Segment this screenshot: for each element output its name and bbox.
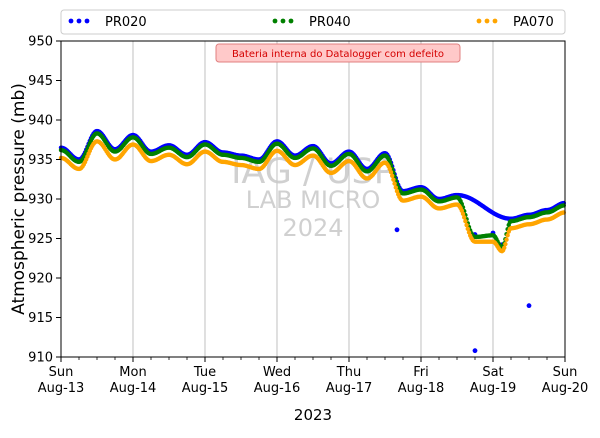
annotation-box [215, 43, 461, 63]
data-point [460, 211, 466, 217]
data-point [463, 218, 468, 224]
data-point [391, 177, 396, 182]
y-tick-label: 930 [28, 193, 53, 208]
y-tick-label: 945 [28, 74, 53, 89]
data-point [392, 181, 397, 186]
y-tick-label: 910 [28, 351, 53, 366]
grid-layer [132, 41, 494, 357]
data-point [388, 169, 394, 175]
y-axis: 910 915 920 925 930 935 940 945 950 [28, 35, 61, 366]
x-axis-label: 2023 [294, 406, 332, 424]
legend-label: PA070 [513, 15, 554, 30]
legend-label: PR020 [105, 15, 147, 30]
x-tick-label-date: Aug-16 [254, 381, 301, 396]
y-tick-label: 920 [28, 272, 53, 287]
x-tick-label-date: Aug-19 [470, 381, 517, 396]
legend-marker [476, 18, 482, 24]
legend-marker [272, 18, 278, 24]
data-point [505, 233, 510, 238]
y-tick-label: 935 [28, 153, 53, 168]
legend-item-PA070: PA070 [476, 15, 554, 30]
watermark-text: LAB MICRO [246, 186, 381, 214]
data-point [502, 245, 507, 250]
data-point [503, 241, 508, 247]
x-axis: SunAug-13MonAug-14TueAug-15WedAug-16ThuA… [38, 357, 589, 396]
x-tick-label-day: Thu [336, 365, 361, 380]
x-tick-label-date: Aug-13 [38, 381, 85, 396]
legend-item-PR040: PR040 [272, 15, 351, 30]
data-point-outlier [472, 348, 478, 354]
data-point [393, 185, 398, 190]
y-tick-label: 925 [28, 232, 53, 247]
x-tick-label-day: Tue [193, 365, 216, 380]
x-tick-label-date: Aug-17 [326, 381, 373, 396]
data-point-outlier [526, 303, 532, 309]
x-tick-label-date: Aug-15 [182, 381, 229, 396]
legend-marker [492, 18, 498, 24]
legend-marker [484, 18, 490, 24]
data-point [464, 222, 469, 228]
x-tick-label-day: Sat [482, 365, 503, 380]
legend-marker [76, 18, 82, 24]
data-point [504, 237, 509, 242]
x-tick-label-day: Fri [413, 365, 429, 380]
data-point [465, 226, 470, 232]
y-tick-label: 915 [28, 311, 53, 326]
legend-item-PR020: PR020 [68, 15, 147, 30]
legend-marker [68, 18, 74, 24]
x-tick-label-date: Aug-18 [398, 381, 445, 396]
y-tick-label: 950 [28, 35, 53, 50]
y-axis-label: Atmospheric pressure (mb) [9, 83, 29, 315]
legend-marker [280, 18, 286, 24]
y-tick-label: 940 [28, 114, 53, 129]
legend: PR020 PR040 PA070 [60, 9, 566, 35]
annotation-text: Bateria interna do Datalogger com defeit… [232, 49, 444, 60]
annotation: Bateria interna do Datalogger com defeit… [215, 43, 461, 63]
legend-marker [84, 18, 90, 24]
x-tick-label-day: Sun [49, 365, 74, 380]
data-point [390, 173, 395, 178]
series-layer [58, 128, 566, 354]
legend-marker [288, 18, 294, 24]
data-point [462, 215, 467, 220]
x-tick-label-day: Mon [119, 365, 146, 380]
data-point-outlier [394, 227, 400, 233]
series-PA070 [58, 139, 566, 254]
watermark-text: 2024 [282, 214, 343, 242]
x-tick-label-day: Wed [263, 365, 291, 380]
legend-box [60, 9, 566, 35]
x-tick-label-date: Aug-20 [542, 381, 589, 396]
x-tick-label-day: Sun [553, 365, 578, 380]
legend-label: PR040 [309, 15, 351, 30]
x-tick-label-date: Aug-14 [110, 381, 157, 396]
